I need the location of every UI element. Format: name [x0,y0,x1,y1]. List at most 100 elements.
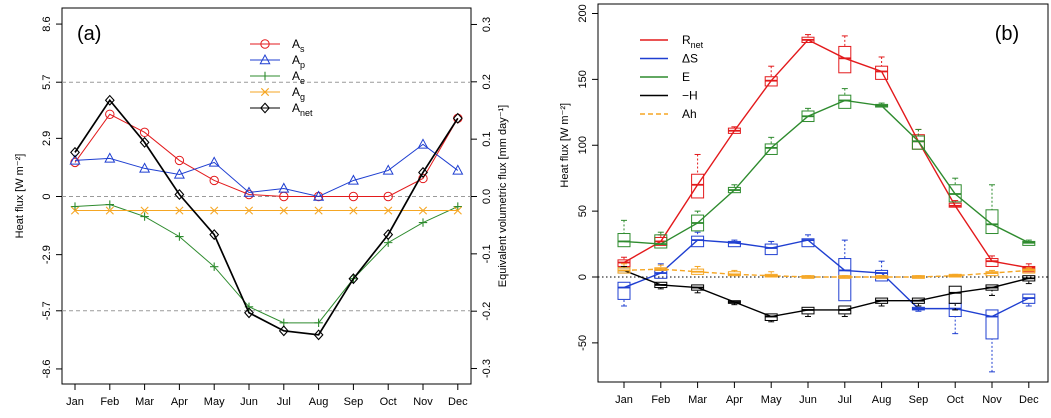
legend-marker [260,39,270,49]
series-S: ΔS [617,52,1036,373]
data-point [104,94,115,106]
series-line [623,268,1029,278]
box [875,65,889,80]
y2-axis-label: Equivalent volumetric flux [mm day⁻¹] [497,105,509,287]
y-tick-label: 200 [577,4,589,22]
data-point [279,206,288,215]
data-point [452,164,464,175]
data-point [347,174,359,185]
legend-entry: As [292,37,305,54]
data-point [453,206,462,215]
data-point [383,191,393,202]
data-point [105,109,115,119]
data-point [139,127,150,138]
legend-marker [259,53,271,65]
legend-entry: ΔS [682,52,698,66]
x-tick-label: Jul [277,396,291,408]
series-Rnet: Rnet [617,33,1036,273]
y-tick-label: -8.6 [41,359,53,378]
data-point [384,206,393,215]
y-tick-label: 8.6 [41,16,53,31]
x-tick-label: Dec [1019,394,1039,406]
data-point [139,162,151,173]
data-point [174,188,185,201]
x-tick-label: Feb [100,396,119,408]
legend-entry: Ag [292,85,305,102]
x-tick-label: May [761,394,782,406]
box [764,143,778,155]
y-tick-label: 0 [41,193,53,199]
data-point [383,229,394,241]
y-tick-label: 50 [577,205,589,217]
y-axis-label: Heat flux [W m⁻²] [559,103,571,188]
data-point [210,262,219,271]
legend-marker [260,87,270,97]
data-point [243,186,255,197]
x-tick-label: Aug [309,396,329,408]
data-point [382,164,394,175]
box [617,233,631,248]
legend-marker [260,71,270,81]
data-point [209,175,219,186]
x-tick-label: Oct [947,394,964,406]
x-tick-label: Jun [240,396,258,408]
data-point [349,206,358,215]
data-point [175,206,184,215]
data-point [453,202,462,211]
data-point [209,229,220,241]
series-line [623,239,1030,318]
x-tick-label: May [204,396,225,408]
data-point [313,190,325,201]
data-point [69,154,81,165]
x-tick-label: Jan [615,394,633,406]
box [985,309,999,340]
data-point [244,307,254,319]
data-point [418,218,428,227]
x-tick-label: Jan [66,396,84,408]
series-Ah: Ah [617,107,1036,279]
legend-entry: Rnet [682,33,704,50]
series-Ae: Ae [70,69,462,328]
y2-tick-label: 0.0 [481,189,493,204]
y-tick-label: 5.7 [41,75,53,90]
legend-entry: Ah [682,107,697,121]
data-point [418,206,428,215]
y-tick-label: 0 [577,274,589,280]
data-point [244,206,254,215]
data-point [105,206,114,215]
legend-entry: Ap [292,53,305,70]
data-point [173,168,185,179]
series-line [623,99,1030,245]
box [838,258,852,302]
data-point [140,212,149,221]
data-point [70,202,80,211]
x-tick-label: Dec [448,396,468,408]
series-Ap: Ap [69,53,464,201]
x-tick-label: Feb [651,394,670,406]
box [801,238,815,248]
data-point [70,146,80,158]
y2-tick-label: 0.3 [481,17,493,32]
box [948,285,962,304]
box [764,243,778,256]
legend-entry: −H [682,89,698,103]
y-tick-label: 100 [577,136,589,154]
x-tick-label: Mar [688,394,707,406]
data-point [278,325,289,337]
box [691,235,705,248]
x-tick-label: Jul [838,394,852,406]
series-E: E [617,70,1036,249]
data-point [210,206,219,215]
y-axis-label: Heat flux [W m⁻²] [14,154,26,239]
box [838,45,852,74]
data-point [314,206,323,215]
plot-frame [597,3,1049,383]
data-point [314,318,323,328]
y-tick-label: -50 [577,335,589,351]
box [911,135,925,150]
panel-b: -50 0 50 100 150 200 Heat flux [W m⁻²] Jan Feb Ma… [559,3,1049,406]
legend-entry: Ae [292,69,305,86]
y2-tick-label: -0.3 [481,359,493,378]
data-point [140,206,149,215]
